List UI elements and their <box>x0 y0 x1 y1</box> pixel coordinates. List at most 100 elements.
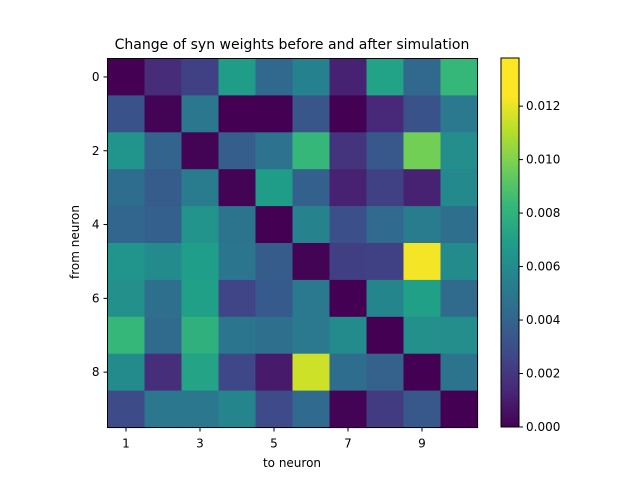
heatmap-cell-r1-c6 <box>329 95 368 133</box>
heatmap-cell-r2-c7 <box>366 132 405 170</box>
heatmap-cell-r0-c9 <box>440 58 479 96</box>
heatmap-cell-r3-c7 <box>366 169 405 207</box>
heatmap-cell-r0-c8 <box>403 58 442 96</box>
x-tick-label: 7 <box>344 437 352 451</box>
heatmap-cell-r6-c7 <box>366 279 405 318</box>
heatmap-cell-r1-c2 <box>181 95 220 133</box>
heatmap-cell-r1-c1 <box>144 95 183 133</box>
heatmap-cell-r0-c7 <box>366 58 405 96</box>
colorbar-ticks: 0.000 0.002 0.004 0.006 0.008 0.010 0.012 <box>519 99 560 434</box>
heatmap-cell-r9-c8 <box>403 390 442 429</box>
heatmap-cell-r2-c3 <box>218 132 257 170</box>
heatmap-cells <box>107 58 479 429</box>
colorbar-tick-label: 0.012 <box>526 99 560 113</box>
colorbar-tick-label: 0.000 <box>526 420 560 434</box>
heatmap-cell-r1-c9 <box>440 95 479 133</box>
heatmap-cell-r9-c3 <box>218 390 257 429</box>
heatmap-cell-r7-c6 <box>329 316 368 355</box>
heatmap-cell-r0-c1 <box>144 58 183 96</box>
heatmap-cell-r6-c8 <box>403 279 442 318</box>
x-tick-label: 1 <box>122 437 130 451</box>
heatmap-cell-r5-c8 <box>403 243 442 281</box>
heatmap-cell-r4-c0 <box>107 206 146 244</box>
heatmap-cell-r4-c3 <box>218 206 257 244</box>
heatmap-cell-r1-c3 <box>218 95 257 133</box>
colorbar-tick-label: 0.006 <box>526 260 560 274</box>
heatmap-cell-r5-c1 <box>144 243 183 281</box>
heatmap-cell-r2-c1 <box>144 132 183 170</box>
heatmap-cell-r9-c4 <box>255 390 294 429</box>
heatmap-cell-r6-c0 <box>107 279 146 318</box>
heatmap-cell-r8-c3 <box>218 353 257 392</box>
heatmap-cell-r8-c0 <box>107 353 146 392</box>
heatmap-cell-r4-c6 <box>329 206 368 244</box>
heatmap-cell-r6-c2 <box>181 279 220 318</box>
y-tick-label: 8 <box>92 365 100 379</box>
heatmap-cell-r8-c1 <box>144 353 183 392</box>
heatmap-cell-r8-c6 <box>329 353 368 392</box>
y-tick-label: 0 <box>92 70 100 84</box>
heatmap-cell-r2-c5 <box>292 132 331 170</box>
heatmap-cell-r8-c4 <box>255 353 294 392</box>
heatmap-cell-r4-c2 <box>181 206 220 244</box>
x-tick-label: 9 <box>418 437 426 451</box>
x-tick-label: 3 <box>196 437 204 451</box>
heatmap-cell-r0-c0 <box>107 58 146 96</box>
heatmap-cell-r9-c0 <box>107 390 146 429</box>
heatmap-cell-r6-c6 <box>329 279 368 318</box>
heatmap-cell-r2-c0 <box>107 132 146 170</box>
heatmap-cell-r1-c0 <box>107 95 146 133</box>
heatmap-cell-r0-c5 <box>292 58 331 96</box>
heatmap-cell-r9-c9 <box>440 390 479 429</box>
heatmap-cell-r6-c1 <box>144 279 183 318</box>
heatmap-cell-r8-c8 <box>403 353 442 392</box>
heatmap-cell-r9-c2 <box>181 390 220 429</box>
heatmap-cell-r9-c1 <box>144 390 183 429</box>
y-tick-label: 4 <box>92 218 100 232</box>
colorbar-tick-label: 0.010 <box>526 153 560 167</box>
heatmap-cell-r6-c9 <box>440 279 479 318</box>
heatmap-cell-r3-c3 <box>218 169 257 207</box>
y-ticks: 0 2 4 6 8 <box>92 70 108 379</box>
heatmap-cell-r0-c4 <box>255 58 294 96</box>
y-tick-label: 6 <box>92 291 100 305</box>
heatmap-cell-r6-c5 <box>292 279 331 318</box>
heatmap-cell-r9-c5 <box>292 390 331 429</box>
y-tick-label: 2 <box>92 144 100 158</box>
heatmap-cell-r2-c6 <box>329 132 368 170</box>
y-axis-label: from neuron <box>68 205 82 279</box>
heatmap-cell-r5-c6 <box>329 243 368 281</box>
heatmap-cell-r3-c1 <box>144 169 183 207</box>
heatmap-cell-r0-c6 <box>329 58 368 96</box>
heatmap-cell-r5-c3 <box>218 243 257 281</box>
colorbar-tick-label: 0.008 <box>526 206 560 220</box>
heatmap-cell-r3-c6 <box>329 169 368 207</box>
heatmap-cell-r7-c4 <box>255 316 294 355</box>
heatmap-cell-r6-c4 <box>255 279 294 318</box>
x-axis-label: to neuron <box>263 456 321 470</box>
heatmap-cell-r5-c4 <box>255 243 294 281</box>
heatmap-cell-r1-c7 <box>366 95 405 133</box>
heatmap-cell-r7-c7 <box>366 316 405 355</box>
heatmap-cell-r0-c2 <box>181 58 220 96</box>
heatmap-cell-r3-c8 <box>403 169 442 207</box>
heatmap-cell-r3-c9 <box>440 169 479 207</box>
heatmap-cell-r4-c4 <box>255 206 294 244</box>
heatmap-cell-r1-c4 <box>255 95 294 133</box>
heatmap-cell-r7-c9 <box>440 316 479 355</box>
chart-title: Change of syn weights before and after s… <box>115 37 470 53</box>
heatmap-cell-r7-c3 <box>218 316 257 355</box>
heatmap-cell-r3-c2 <box>181 169 220 207</box>
heatmap-cell-r2-c9 <box>440 132 479 170</box>
heatmap-cell-r8-c9 <box>440 353 479 392</box>
heatmap-cell-r0-c3 <box>218 58 257 96</box>
heatmap-cell-r5-c9 <box>440 243 479 281</box>
heatmap-cell-r7-c1 <box>144 316 183 355</box>
heatmap-cell-r5-c5 <box>292 243 331 281</box>
heatmap-cell-r9-c6 <box>329 390 368 429</box>
heatmap-cell-r7-c5 <box>292 316 331 355</box>
heatmap-cell-r4-c7 <box>366 206 405 244</box>
colorbar-tick-label: 0.002 <box>526 367 560 381</box>
x-ticks: 1 3 5 7 9 <box>122 427 426 451</box>
